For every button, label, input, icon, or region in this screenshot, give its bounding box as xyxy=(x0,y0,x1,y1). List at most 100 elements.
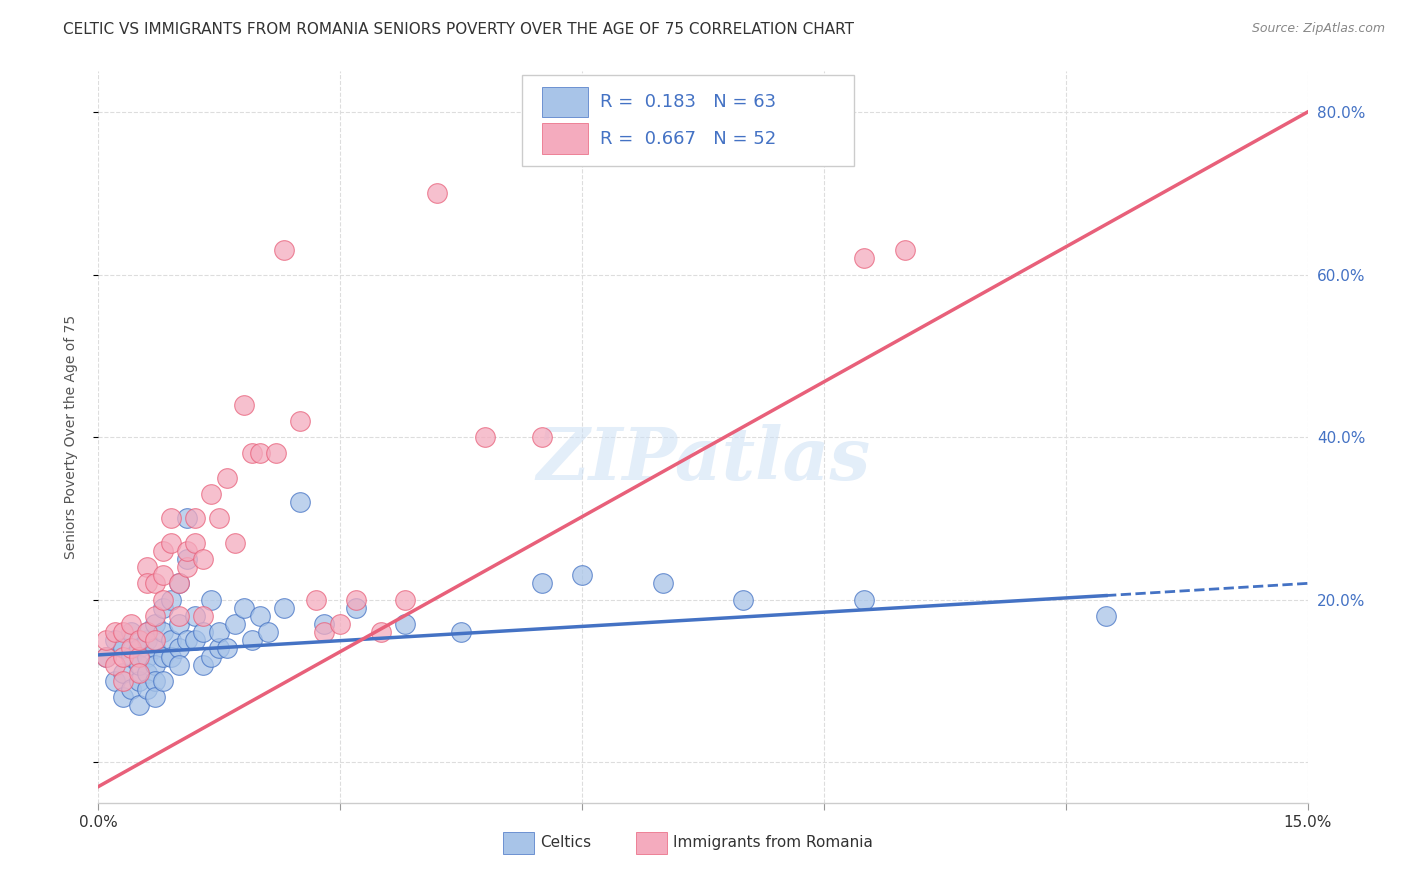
Point xyxy=(128,657,150,672)
Point xyxy=(160,649,183,664)
Point xyxy=(232,600,254,615)
Point xyxy=(120,641,142,656)
Point xyxy=(733,592,755,607)
Point xyxy=(167,657,190,672)
Point xyxy=(103,633,125,648)
Point xyxy=(111,625,134,640)
Point xyxy=(128,633,150,648)
Point xyxy=(893,243,915,257)
Text: ZIPatlas: ZIPatlas xyxy=(536,424,870,494)
Point xyxy=(167,608,190,623)
Point xyxy=(273,243,295,257)
Point xyxy=(120,617,142,632)
Point xyxy=(135,560,157,574)
Point xyxy=(256,625,278,640)
FancyBboxPatch shape xyxy=(637,832,666,854)
Point xyxy=(344,600,367,615)
Text: Celtics: Celtics xyxy=(540,835,591,850)
Point xyxy=(111,665,134,680)
Point xyxy=(530,576,553,591)
Point xyxy=(184,633,207,648)
Point xyxy=(120,681,142,696)
Point xyxy=(200,487,222,501)
Point xyxy=(344,592,367,607)
Text: R =  0.183   N = 63: R = 0.183 N = 63 xyxy=(600,93,776,112)
Point xyxy=(571,568,593,582)
Point xyxy=(111,649,134,664)
Point xyxy=(176,544,198,558)
Point xyxy=(152,592,174,607)
Point xyxy=(111,641,134,656)
FancyBboxPatch shape xyxy=(503,832,534,854)
Point xyxy=(143,657,166,672)
Point xyxy=(305,592,328,607)
Point xyxy=(120,625,142,640)
Point xyxy=(853,252,876,266)
Point xyxy=(474,430,496,444)
Point xyxy=(200,592,222,607)
FancyBboxPatch shape xyxy=(543,123,588,154)
FancyBboxPatch shape xyxy=(543,87,588,118)
Point xyxy=(111,690,134,705)
Point xyxy=(128,698,150,713)
Point xyxy=(135,625,157,640)
Point xyxy=(143,690,166,705)
Point xyxy=(167,576,190,591)
Point xyxy=(329,617,352,632)
Point xyxy=(240,446,263,460)
Point xyxy=(111,673,134,688)
Point xyxy=(184,511,207,525)
Point xyxy=(176,560,198,574)
Point xyxy=(143,673,166,688)
Point xyxy=(651,576,673,591)
Point xyxy=(288,495,311,509)
Point xyxy=(135,576,157,591)
Point xyxy=(232,398,254,412)
Point xyxy=(128,649,150,664)
Point xyxy=(530,430,553,444)
Point xyxy=(217,641,239,656)
Point xyxy=(193,552,215,566)
Point xyxy=(176,511,198,525)
Text: R =  0.667   N = 52: R = 0.667 N = 52 xyxy=(600,129,776,148)
Point xyxy=(152,544,174,558)
Point xyxy=(160,592,183,607)
Point xyxy=(450,625,472,640)
Text: Immigrants from Romania: Immigrants from Romania xyxy=(672,835,873,850)
Point xyxy=(426,186,449,201)
Point xyxy=(96,649,118,664)
Point xyxy=(160,535,183,549)
Point xyxy=(240,633,263,648)
Point xyxy=(208,641,231,656)
Point xyxy=(314,625,336,640)
Point xyxy=(193,657,215,672)
Point xyxy=(143,641,166,656)
Point xyxy=(217,471,239,485)
Point xyxy=(120,649,142,664)
Point xyxy=(143,633,166,648)
Point xyxy=(160,633,183,648)
Point xyxy=(103,673,125,688)
Point xyxy=(135,681,157,696)
Point xyxy=(176,633,198,648)
Point xyxy=(160,511,183,525)
Point xyxy=(135,649,157,664)
Point xyxy=(152,600,174,615)
FancyBboxPatch shape xyxy=(522,75,855,167)
Point xyxy=(314,617,336,632)
Point xyxy=(184,608,207,623)
Point xyxy=(143,617,166,632)
Point xyxy=(152,673,174,688)
Point xyxy=(167,617,190,632)
Point xyxy=(135,625,157,640)
Text: Source: ZipAtlas.com: Source: ZipAtlas.com xyxy=(1251,22,1385,36)
Point xyxy=(394,617,416,632)
Y-axis label: Seniors Poverty Over the Age of 75: Seniors Poverty Over the Age of 75 xyxy=(63,315,77,559)
Point xyxy=(128,673,150,688)
Point xyxy=(394,592,416,607)
Point xyxy=(224,617,246,632)
Point xyxy=(167,576,190,591)
Point xyxy=(249,608,271,623)
Point xyxy=(224,535,246,549)
Point xyxy=(152,649,174,664)
